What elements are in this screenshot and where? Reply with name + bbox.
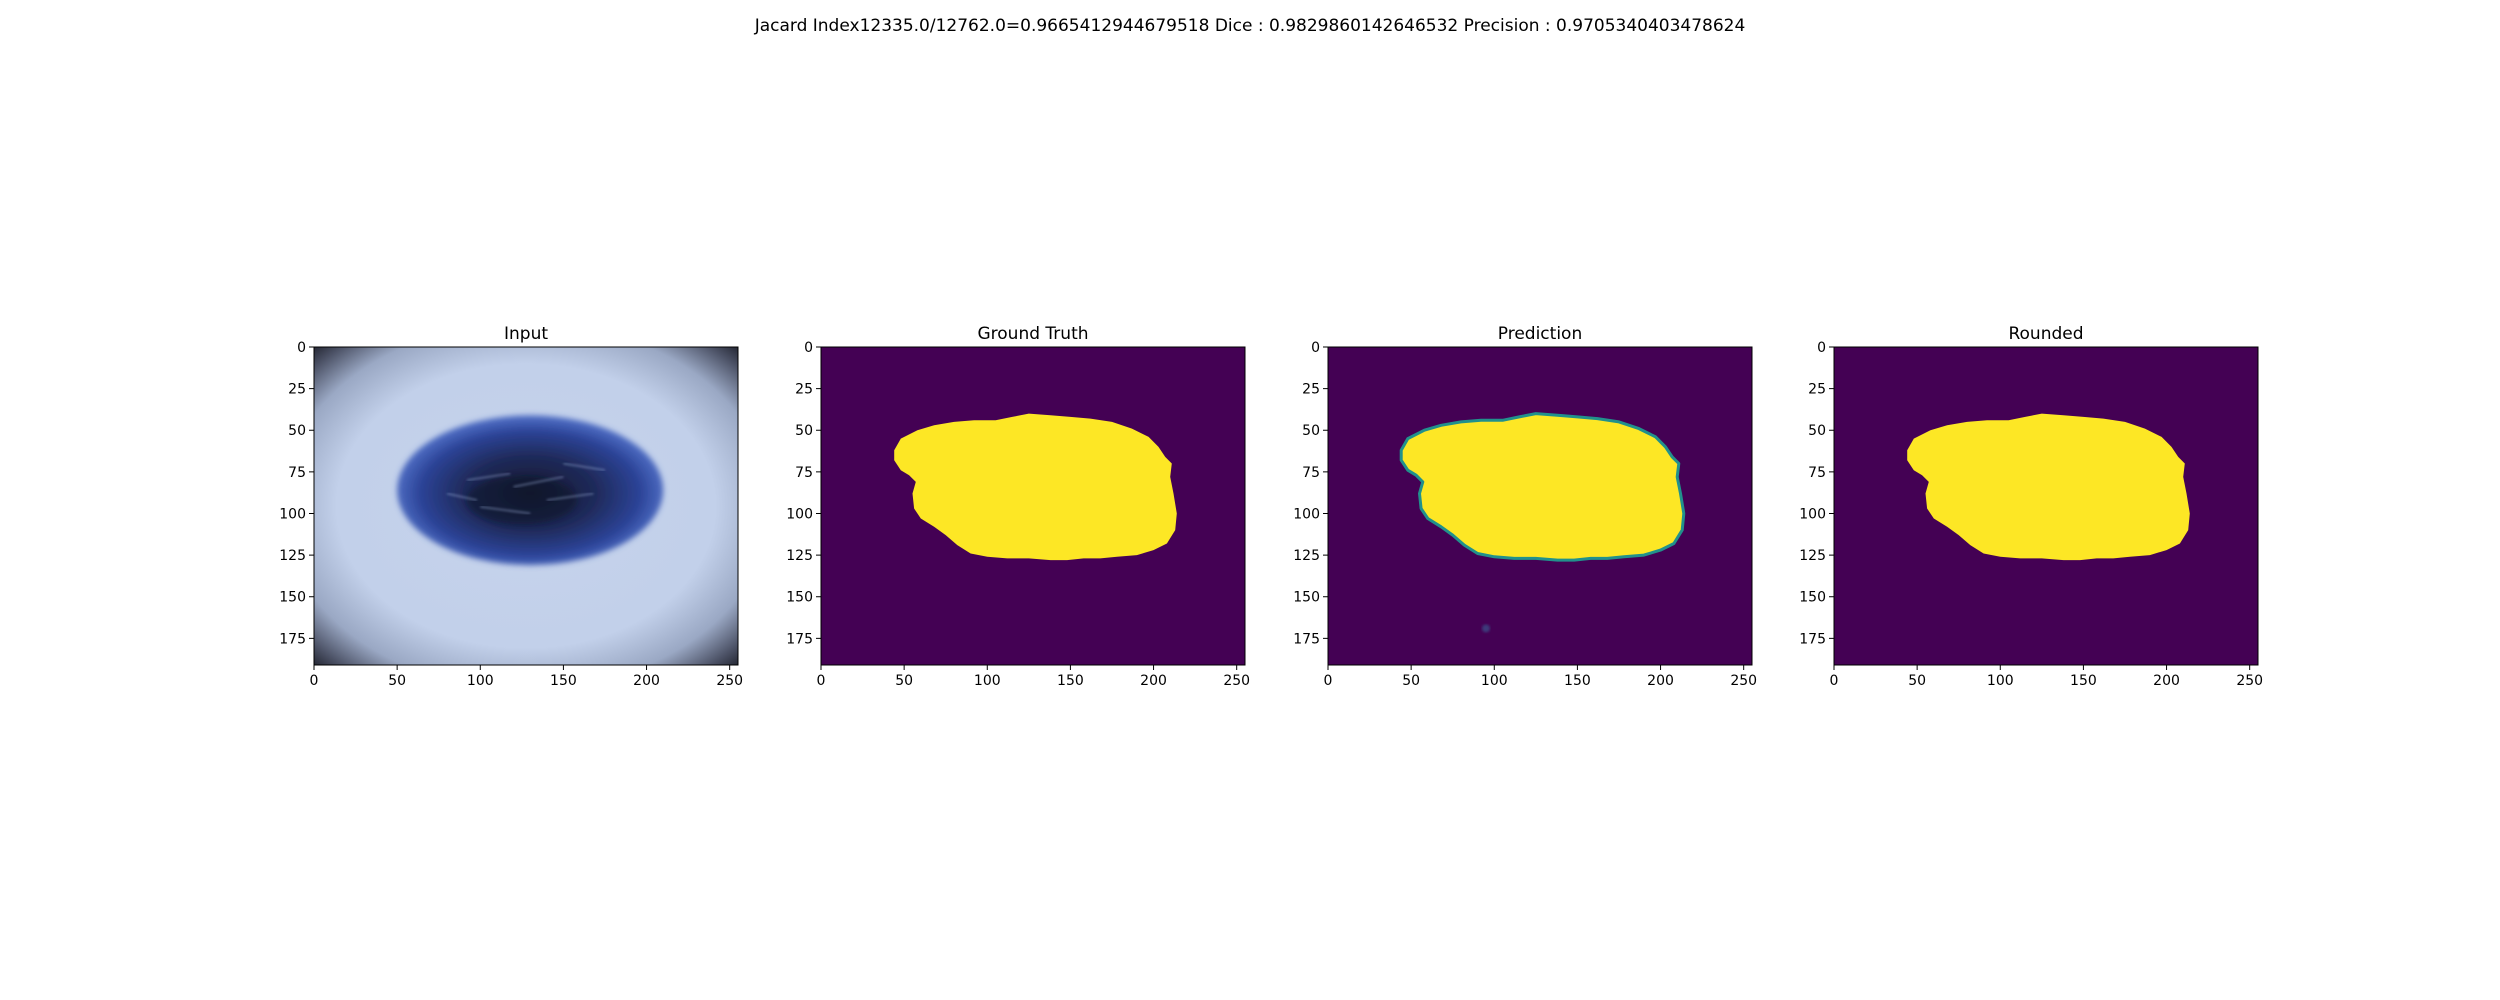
panel-image bbox=[1834, 347, 2258, 665]
y-tick-label: 125 bbox=[1293, 548, 1320, 564]
prediction-spot bbox=[1481, 624, 1490, 633]
lesion-streak bbox=[480, 506, 531, 515]
y-tick-label: 25 bbox=[1808, 382, 1826, 398]
y-tick-label: 125 bbox=[279, 548, 306, 564]
lesion-core bbox=[466, 476, 577, 525]
x-tick-label: 100 bbox=[467, 673, 494, 689]
y-tick-label: 175 bbox=[279, 631, 306, 647]
x-tick-label: 0 bbox=[1830, 673, 1839, 689]
y-tick-label: 25 bbox=[288, 382, 306, 398]
y-tick-label: 50 bbox=[288, 423, 306, 439]
x-tick-label: 250 bbox=[2236, 673, 2263, 689]
y-tick-label: 175 bbox=[786, 631, 813, 647]
y-tick-label: 75 bbox=[795, 465, 813, 481]
panel-title: Ground Truth bbox=[977, 324, 1088, 344]
x-tick-label: 50 bbox=[388, 673, 406, 689]
y-tick-label: 50 bbox=[795, 423, 813, 439]
y-tick-label: 25 bbox=[795, 382, 813, 398]
panel-2: Ground Truth 0 50 100 150 200 250 0 25 50 75 100 125… bbox=[786, 324, 1250, 689]
y-tick-label: 175 bbox=[1799, 631, 1826, 647]
y-tick-label: 0 bbox=[1311, 340, 1320, 356]
figure-suptitle: Jacard Index12335.0/12762.0=0.9665412944… bbox=[754, 16, 1746, 36]
x-tick-label: 200 bbox=[2153, 673, 2180, 689]
predicted-mask bbox=[1399, 412, 1686, 562]
x-tick-label: 0 bbox=[817, 673, 826, 689]
x-tick-label: 150 bbox=[2070, 673, 2097, 689]
panel-title: Rounded bbox=[2008, 324, 2083, 344]
panel-4: Rounded 0 50 100 150 200 250 0 25 50 75 100 125 150 17… bbox=[1799, 324, 2263, 689]
x-tick-label: 200 bbox=[1140, 673, 1167, 689]
panel-1: Input 0 50 100 150 200 250 0 25 50 75 100 125 150 175 bbox=[279, 324, 743, 689]
x-tick-label: 150 bbox=[1057, 673, 1084, 689]
x-tick-label: 250 bbox=[1223, 673, 1250, 689]
x-tick-label: 100 bbox=[974, 673, 1001, 689]
y-tick-label: 75 bbox=[1808, 465, 1826, 481]
ground-truth-mask bbox=[894, 413, 1177, 561]
x-tick-label: 100 bbox=[1987, 673, 2014, 689]
y-tick-label: 75 bbox=[288, 465, 306, 481]
y-tick-label: 125 bbox=[1799, 548, 1826, 564]
y-tick-label: 0 bbox=[804, 340, 813, 356]
panel-3: Prediction 0 50 100 150 200 250 0 25 50 75 100 125 15… bbox=[1293, 324, 1757, 689]
panel-title: Prediction bbox=[1498, 324, 1582, 344]
x-tick-label: 150 bbox=[1564, 673, 1591, 689]
x-tick-label: 50 bbox=[1908, 673, 1926, 689]
panel-frame bbox=[820, 346, 1246, 666]
x-tick-label: 250 bbox=[1730, 673, 1757, 689]
y-tick-label: 0 bbox=[1817, 340, 1826, 356]
lesion-streak bbox=[466, 472, 511, 481]
y-tick-label: 175 bbox=[1293, 631, 1320, 647]
y-tick-label: 0 bbox=[297, 340, 306, 356]
lesion-streak bbox=[546, 492, 594, 501]
panel-image bbox=[314, 347, 738, 665]
y-tick-label: 100 bbox=[1293, 506, 1320, 522]
x-tick-label: 100 bbox=[1481, 673, 1508, 689]
x-tick-label: 150 bbox=[550, 673, 577, 689]
panel-title: Input bbox=[504, 324, 548, 344]
y-tick-label: 150 bbox=[1293, 590, 1320, 606]
y-tick-label: 75 bbox=[1302, 465, 1320, 481]
x-tick-label: 200 bbox=[633, 673, 660, 689]
y-tick-label: 150 bbox=[279, 590, 306, 606]
x-tick-label: 250 bbox=[716, 673, 743, 689]
y-tick-label: 100 bbox=[786, 506, 813, 522]
y-tick-label: 150 bbox=[786, 590, 813, 606]
panel-image bbox=[1328, 347, 1752, 665]
lesion-streak bbox=[513, 476, 564, 488]
rounded-mask bbox=[1907, 413, 2190, 561]
x-tick-label: 50 bbox=[895, 673, 913, 689]
y-tick-label: 125 bbox=[786, 548, 813, 564]
x-tick-label: 50 bbox=[1402, 673, 1420, 689]
y-tick-label: 100 bbox=[1799, 506, 1826, 522]
y-tick-label: 150 bbox=[1799, 590, 1826, 606]
y-tick-label: 50 bbox=[1302, 423, 1320, 439]
y-tick-label: 25 bbox=[1302, 382, 1320, 398]
x-tick-label: 200 bbox=[1647, 673, 1674, 689]
lesion-streak bbox=[563, 462, 606, 471]
panel-frame bbox=[313, 346, 739, 666]
y-tick-label: 100 bbox=[279, 506, 306, 522]
panel-image bbox=[821, 347, 1245, 665]
panel-frame bbox=[1833, 346, 2259, 666]
x-tick-label: 0 bbox=[1324, 673, 1333, 689]
y-tick-label: 50 bbox=[1808, 423, 1826, 439]
panel-frame bbox=[1327, 346, 1753, 666]
x-tick-label: 0 bbox=[310, 673, 319, 689]
lesion-streak bbox=[446, 492, 478, 501]
